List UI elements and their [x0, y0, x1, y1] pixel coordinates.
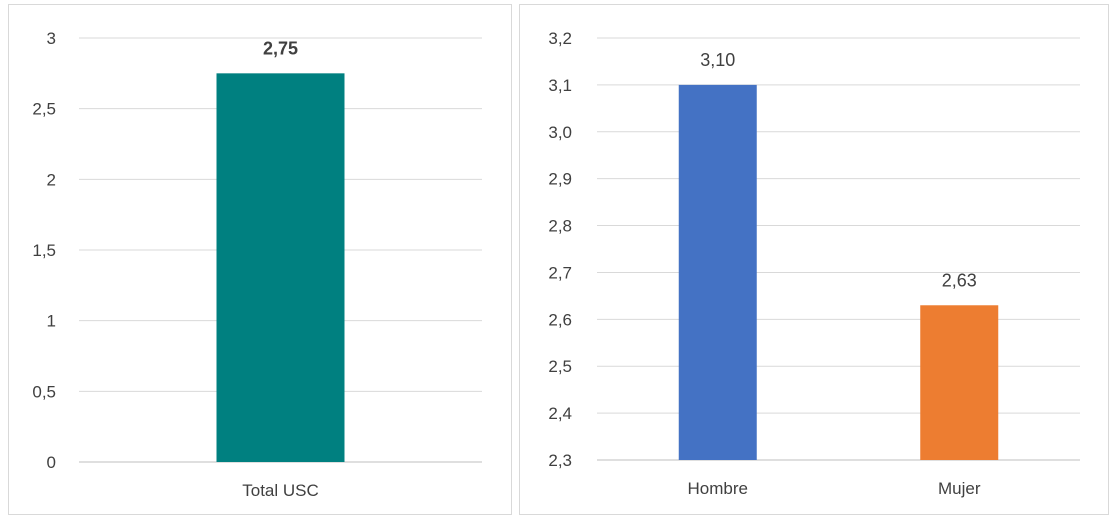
y-tick-label: 2,5: [548, 357, 572, 376]
data-label: 3,10: [700, 50, 735, 70]
y-tick-label: 2,3: [548, 451, 572, 470]
bar-total-usc: [216, 73, 345, 462]
bar-hombre: [678, 84, 757, 460]
data-label: 2,75: [263, 38, 298, 58]
y-tick-label: 2,7: [548, 263, 572, 282]
y-tick-label: 1,5: [32, 241, 56, 260]
y-tick-label: 2,8: [548, 217, 572, 236]
y-tick-label: 2,4: [548, 404, 572, 423]
y-tick-label: 2,6: [548, 310, 572, 329]
y-tick-label: 0,5: [32, 382, 56, 401]
y-tick-label: 3,1: [548, 76, 572, 95]
chart-panel-total: 0 0,5 1 1,5 2 2,5 3 2,75 Total USC: [8, 4, 512, 515]
y-tick-label: 2: [47, 170, 56, 189]
bar-mujer: [920, 305, 999, 460]
category-label: Total USC: [242, 481, 319, 500]
y-tick-label: 3: [47, 29, 56, 48]
y-tick-label: 0: [47, 453, 56, 472]
y-tick-label: 2,5: [32, 100, 56, 119]
chart-hombre-mujer: 2,3 2,4 2,5 2,6 2,7 2,8 2,9 3,0 3,1 3,2 3,10 Hombre…: [548, 29, 1080, 498]
data-label: 2,63: [942, 270, 977, 290]
category-label: Mujer: [938, 479, 981, 498]
category-label: Hombre: [688, 479, 748, 498]
chart-panel-gender: 2,3 2,4 2,5 2,6 2,7 2,8 2,9 3,0 3,1 3,2 3,10 Hombre…: [519, 4, 1109, 515]
chart-total-usc: 0 0,5 1 1,5 2 2,5 3 2,75 Total USC: [32, 29, 482, 500]
y-tick-label: 1: [47, 312, 56, 331]
y-tick-label: 3,0: [548, 123, 572, 142]
y-tick-label: 2,9: [548, 170, 572, 189]
y-tick-label: 3,2: [548, 29, 572, 48]
